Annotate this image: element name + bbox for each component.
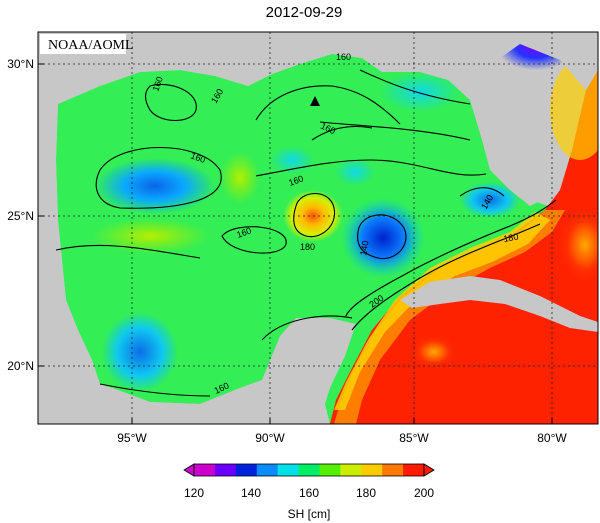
colorbar-cell — [194, 464, 216, 476]
colorbar-cell — [382, 464, 404, 476]
triangle-marker — [310, 96, 320, 106]
lon-tick-label: 95°W — [117, 431, 147, 445]
colorbar-tick-label: 200 — [414, 486, 434, 500]
hot-patch-caribbean — [410, 334, 458, 370]
source-label: NOAA/AOML — [48, 38, 134, 53]
colorbar-cell — [277, 464, 300, 476]
colorbar-tick-label: 180 — [356, 486, 376, 500]
colorbar-frame — [193, 463, 425, 477]
cold-eddy-southwest — [102, 312, 178, 392]
lon-tick-label: 80°W — [537, 431, 567, 445]
warm-yellow-band — [334, 212, 550, 410]
lat-tick-label: 20°N — [7, 359, 34, 373]
cold-patch-florida — [460, 182, 520, 218]
contour-label: 160 — [336, 52, 351, 62]
map-panel: 160 160 160 160 160 160 160 180 140 140 … — [38, 32, 598, 424]
map-frame — [37, 31, 599, 425]
latitude-axis: 30°N 25°N 20°N — [7, 57, 44, 373]
lat-tick-label: 25°N — [7, 209, 34, 223]
colorbar-cell — [319, 464, 341, 476]
colorbar-high-arrow — [423, 463, 435, 477]
cold-eddy-central — [341, 198, 425, 278]
colorbar-title: SH [cm] — [288, 507, 331, 521]
florida-peninsula — [468, 58, 542, 206]
lime-patch-1 — [220, 152, 260, 204]
lime-patch-2 — [90, 218, 210, 254]
hot-patch-east — [557, 205, 598, 285]
lon-tick-label: 90°W — [255, 431, 285, 445]
longitude-axis: 95°W 90°W 85°W 80°W — [117, 418, 567, 445]
colorbar-cell — [340, 464, 362, 476]
contour-label: 140 — [358, 240, 370, 257]
contour-lines — [55, 69, 557, 397]
colorbar-cells — [194, 464, 425, 476]
contour-label: 160 — [235, 225, 253, 240]
contour-label: 180 — [300, 242, 315, 252]
cyan-patch-north — [380, 72, 460, 112]
colorbar-cell — [298, 464, 320, 476]
graticule — [38, 32, 598, 424]
colorbar-cell — [214, 464, 237, 476]
warm-orange-band — [334, 210, 565, 424]
colorbar-cell — [403, 464, 425, 476]
cold-eddy-west — [95, 158, 215, 214]
colorbar-low-arrow — [183, 463, 195, 477]
lat-tick-label: 30°N — [7, 57, 34, 71]
lon-tick-label: 85°W — [399, 431, 429, 445]
map-title: 2012-09-29 — [266, 4, 343, 21]
cyan-patch-1 — [270, 146, 314, 174]
western-coastline-land — [38, 104, 262, 424]
colorbar-tick-label: 140 — [241, 486, 261, 500]
cyan-patch-2 — [335, 158, 375, 186]
colorbar-cell — [256, 464, 279, 476]
northern-coastline-land — [38, 32, 598, 104]
colorbar-cell — [235, 464, 258, 476]
contour-label: 180 — [503, 232, 520, 244]
yucatan-peninsula — [262, 318, 356, 424]
contour-label: 160 — [150, 75, 165, 93]
colorbar-cell — [361, 464, 383, 476]
colorbar: 120 140 160 180 200 SH [cm] — [183, 463, 435, 521]
contour-label: 160 — [189, 150, 207, 165]
cuba-island — [400, 276, 598, 332]
source-badge — [40, 34, 126, 54]
colorbar-tick-label: 160 — [299, 486, 319, 500]
contour-label: 160 — [287, 173, 305, 188]
colorbar-tick-label: 120 — [184, 486, 204, 500]
